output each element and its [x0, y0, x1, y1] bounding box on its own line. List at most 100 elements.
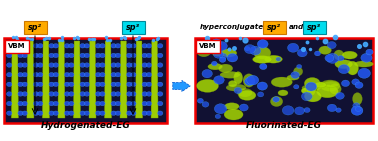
Ellipse shape	[244, 45, 256, 54]
Ellipse shape	[215, 114, 221, 119]
Ellipse shape	[95, 44, 101, 48]
Ellipse shape	[100, 63, 105, 67]
Ellipse shape	[80, 92, 85, 96]
Ellipse shape	[33, 111, 39, 115]
Ellipse shape	[208, 63, 222, 70]
Ellipse shape	[146, 72, 152, 77]
Ellipse shape	[142, 72, 147, 77]
Ellipse shape	[49, 44, 54, 48]
Text: VBM: VBM	[8, 44, 26, 49]
Ellipse shape	[64, 82, 70, 87]
Text: VBM: VBM	[199, 44, 217, 49]
Ellipse shape	[257, 82, 268, 90]
Ellipse shape	[69, 72, 74, 77]
Polygon shape	[11, 41, 19, 118]
Ellipse shape	[234, 87, 242, 94]
Ellipse shape	[270, 96, 283, 107]
Ellipse shape	[18, 111, 23, 115]
Ellipse shape	[320, 80, 340, 91]
Ellipse shape	[64, 101, 70, 106]
Ellipse shape	[260, 64, 267, 70]
Ellipse shape	[95, 53, 101, 58]
Ellipse shape	[288, 43, 299, 52]
Ellipse shape	[227, 53, 238, 62]
Ellipse shape	[157, 63, 163, 67]
Ellipse shape	[126, 101, 132, 106]
Polygon shape	[89, 41, 96, 118]
Ellipse shape	[80, 82, 85, 87]
Ellipse shape	[245, 77, 255, 85]
Polygon shape	[42, 41, 50, 118]
Ellipse shape	[355, 61, 373, 67]
Text: sp²: sp²	[28, 23, 42, 31]
Ellipse shape	[257, 40, 268, 48]
Ellipse shape	[111, 63, 116, 67]
Ellipse shape	[84, 101, 90, 106]
Ellipse shape	[358, 68, 370, 78]
Ellipse shape	[33, 53, 39, 58]
Ellipse shape	[37, 72, 43, 77]
Ellipse shape	[22, 44, 28, 48]
Ellipse shape	[327, 104, 337, 112]
Ellipse shape	[213, 50, 223, 58]
Ellipse shape	[22, 101, 28, 106]
Ellipse shape	[84, 92, 90, 96]
Ellipse shape	[157, 44, 163, 48]
Ellipse shape	[142, 82, 147, 87]
Ellipse shape	[22, 63, 28, 67]
Ellipse shape	[305, 82, 317, 91]
FancyBboxPatch shape	[196, 40, 220, 53]
Ellipse shape	[254, 47, 271, 59]
Ellipse shape	[69, 63, 74, 67]
Ellipse shape	[69, 111, 74, 115]
Ellipse shape	[334, 50, 344, 60]
Ellipse shape	[18, 72, 23, 77]
Text: and: and	[289, 24, 304, 30]
Ellipse shape	[353, 93, 362, 105]
Ellipse shape	[100, 53, 105, 58]
Ellipse shape	[126, 53, 132, 58]
Ellipse shape	[49, 92, 54, 96]
Ellipse shape	[80, 111, 85, 115]
Ellipse shape	[142, 92, 147, 96]
Ellipse shape	[6, 63, 12, 67]
Ellipse shape	[22, 53, 28, 58]
Ellipse shape	[131, 44, 136, 48]
Ellipse shape	[265, 55, 282, 63]
Ellipse shape	[80, 63, 85, 67]
Ellipse shape	[111, 101, 116, 106]
Ellipse shape	[216, 41, 227, 51]
Ellipse shape	[219, 53, 227, 59]
Ellipse shape	[64, 63, 70, 67]
Ellipse shape	[297, 64, 302, 69]
Ellipse shape	[95, 63, 101, 67]
Ellipse shape	[257, 92, 264, 97]
Ellipse shape	[301, 92, 312, 101]
Ellipse shape	[352, 79, 359, 85]
Bar	[195, 38, 373, 123]
Ellipse shape	[37, 63, 43, 67]
Ellipse shape	[218, 64, 233, 73]
Ellipse shape	[355, 107, 361, 111]
Ellipse shape	[157, 111, 163, 115]
Ellipse shape	[69, 82, 74, 87]
Ellipse shape	[69, 101, 74, 106]
Ellipse shape	[146, 92, 152, 96]
Ellipse shape	[49, 63, 54, 67]
Text: sp³: sp³	[126, 23, 140, 31]
Ellipse shape	[49, 82, 54, 87]
Ellipse shape	[131, 111, 136, 115]
FancyBboxPatch shape	[121, 20, 144, 34]
Ellipse shape	[115, 101, 121, 106]
Ellipse shape	[197, 79, 218, 92]
Ellipse shape	[282, 106, 294, 115]
Ellipse shape	[294, 67, 303, 76]
Ellipse shape	[237, 88, 253, 97]
Ellipse shape	[304, 108, 310, 113]
Ellipse shape	[273, 97, 279, 102]
Ellipse shape	[131, 53, 136, 58]
Ellipse shape	[115, 92, 121, 96]
Ellipse shape	[146, 44, 152, 48]
Ellipse shape	[142, 63, 147, 67]
Ellipse shape	[111, 111, 116, 115]
